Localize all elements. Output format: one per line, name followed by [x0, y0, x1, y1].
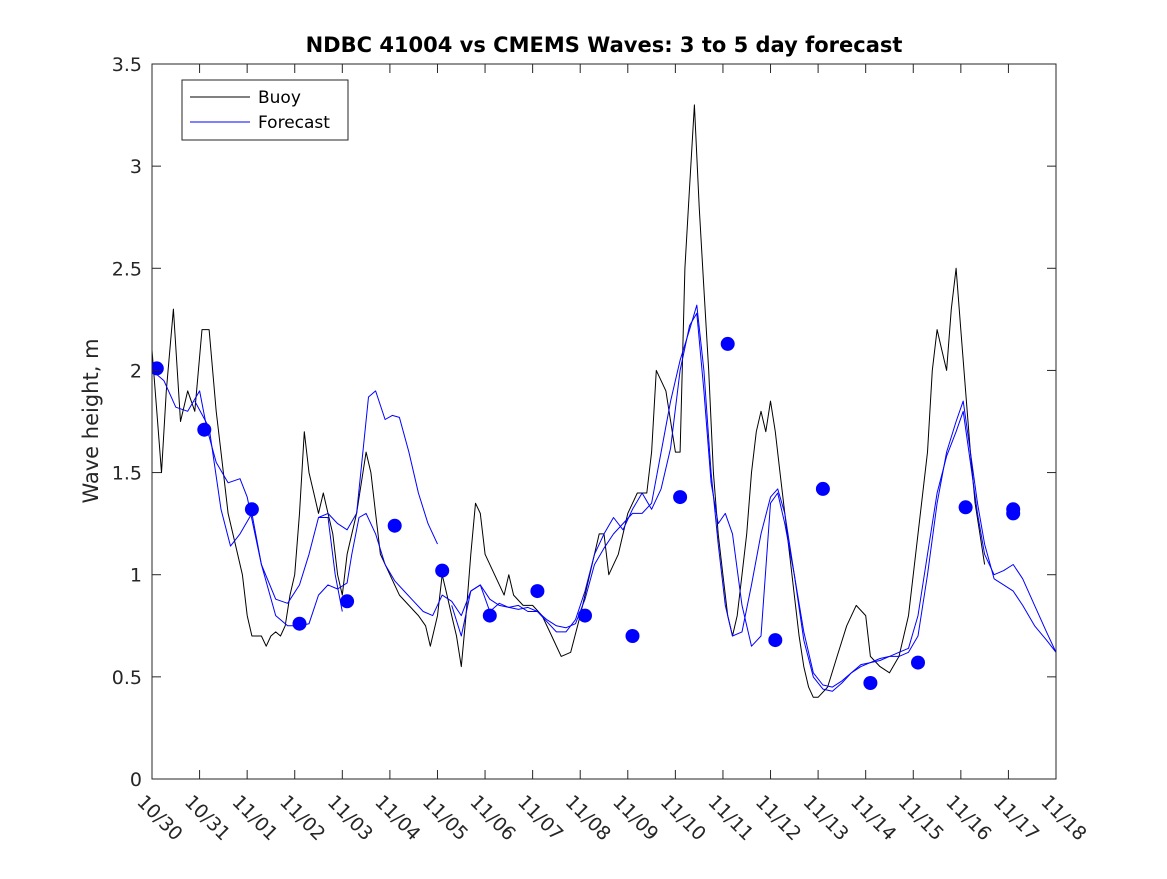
forecast-marker-8 — [530, 584, 545, 599]
legend: Buoy Forecast — [181, 79, 349, 141]
forecast-marker-15 — [863, 676, 878, 690]
forecast-marker-11 — [673, 490, 688, 505]
forecast-marker-14 — [815, 481, 830, 496]
y-tick-label-2: 1 — [130, 565, 142, 587]
series-line-forecast-1 — [152, 370, 438, 604]
forecast-marker-5 — [387, 518, 402, 533]
chart-title: NDBC 41004 vs CMEMS Waves: 3 to 5 day fo… — [306, 33, 903, 57]
forecast-marker-19 — [1006, 506, 1021, 521]
forecast-marker-7 — [482, 608, 497, 623]
y-tick-label-1: 0.5 — [112, 667, 142, 689]
y-tick-label-4: 2 — [130, 360, 142, 382]
forecast-marker-10 — [625, 629, 640, 643]
forecast-marker-3 — [292, 616, 307, 631]
plot-background — [152, 64, 1056, 779]
forecast-marker-1 — [197, 422, 212, 437]
plot-area: 00.511.522.533.510/3010/3111/0111/0211/0… — [112, 54, 1091, 845]
series-group — [152, 104, 1056, 698]
legend-label-forecast: Forecast — [258, 113, 330, 133]
forecast-marker-0 — [152, 361, 164, 376]
forecast-marker-2 — [244, 502, 259, 517]
series-line-forecast-2 — [194, 304, 1056, 688]
forecast-marker-12 — [720, 336, 735, 351]
forecast-marker-4 — [340, 594, 355, 609]
forecast-marker-6 — [435, 563, 450, 578]
series-line-buoy-0 — [152, 104, 986, 698]
y-axis-label: Wave height, m — [79, 338, 103, 503]
y-tick-label-7: 3.5 — [112, 54, 142, 76]
series-line-forecast-3 — [318, 517, 343, 612]
forecast-marker-16 — [911, 655, 925, 670]
y-tick-label-6: 3 — [130, 156, 142, 178]
series-line-forecast-4 — [451, 312, 1056, 692]
axes-frame — [151, 63, 1057, 780]
forecast-marker-13 — [768, 633, 783, 648]
forecast-marker-9 — [578, 608, 592, 623]
legend-box — [181, 79, 349, 141]
y-tick-label-3: 1.5 — [112, 463, 142, 485]
y-tick-label-0: 0 — [130, 769, 142, 791]
y-tick-label-5: 2.5 — [112, 258, 142, 280]
legend-label-buoy: Buoy — [258, 88, 301, 108]
forecast-marker-17 — [958, 500, 973, 515]
